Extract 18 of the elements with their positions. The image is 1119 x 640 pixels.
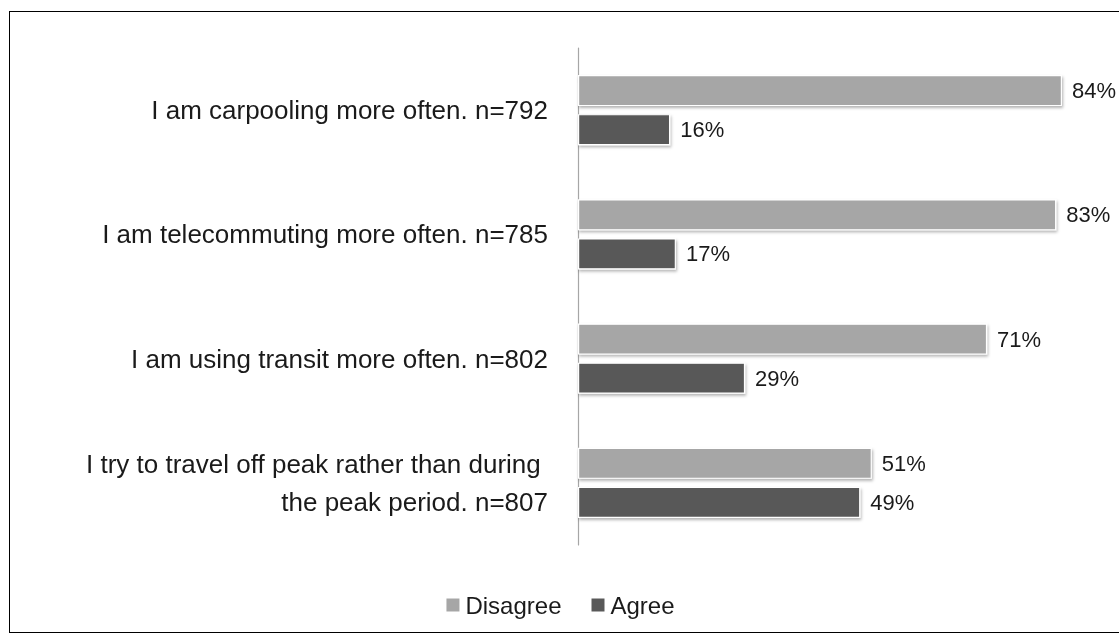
y-tick-label: I am carpooling more often. n=792 [151, 95, 548, 126]
bar [578, 362, 746, 394]
data-label: 83% [1066, 202, 1111, 228]
bar [578, 238, 676, 270]
data-label: 49% [870, 489, 915, 515]
y-tick-label: I am using transit more often. n=802 [131, 343, 548, 374]
data-label: 17% [685, 241, 730, 267]
data-label: 71% [997, 326, 1042, 352]
bar [578, 486, 861, 518]
data-label: 51% [881, 450, 926, 476]
data-label: 16% [680, 117, 725, 143]
legend-label: Agree [610, 591, 675, 619]
data-label: 84% [1072, 78, 1117, 104]
y-tick-label: I try to travel off peak rather than during the peak period. n=807 [86, 448, 548, 517]
legend-label: Disagree [465, 591, 562, 619]
data-label: 29% [755, 365, 800, 391]
y-tick-label: I am telecommuting more often. n=785 [102, 219, 548, 250]
bar [578, 114, 671, 146]
